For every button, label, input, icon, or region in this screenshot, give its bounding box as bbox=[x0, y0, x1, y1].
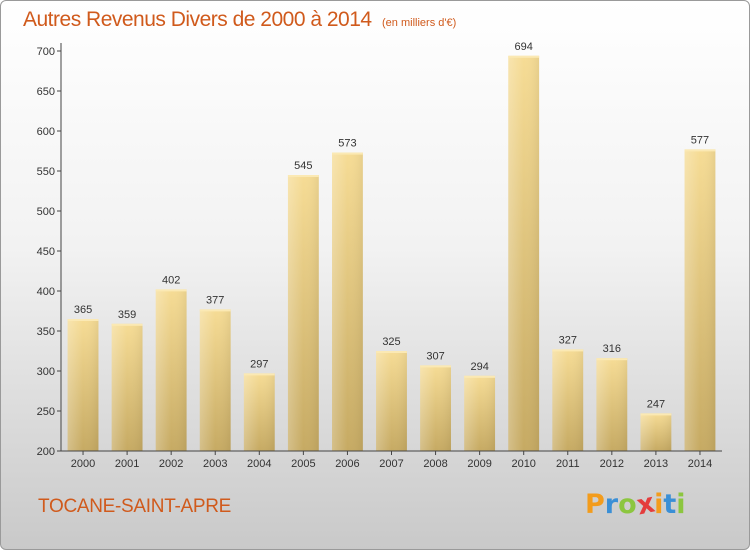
value-label-2011: 327 bbox=[559, 334, 577, 346]
value-label-2003: 377 bbox=[206, 294, 224, 306]
y-tick-label: 300 bbox=[37, 366, 55, 378]
y-tick-label: 450 bbox=[37, 246, 55, 258]
value-label-2004: 297 bbox=[250, 358, 268, 370]
y-tick-label: 550 bbox=[37, 166, 55, 178]
logo-letter: t bbox=[663, 489, 677, 520]
bar-shade-2009 bbox=[464, 375, 496, 451]
y-tick-label: 200 bbox=[37, 446, 55, 458]
bar-top-2004 bbox=[243, 373, 275, 376]
commune-name: TOCANE-SAINT-APRE bbox=[38, 496, 232, 517]
value-label-2010: 694 bbox=[515, 41, 533, 53]
chart-title-row: Autres Revenus Divers de 2000 à 2014 (en… bbox=[23, 8, 456, 32]
bars: 365 359 402 377 297 545 573 325 307 294 694 327 316 2… bbox=[67, 41, 716, 452]
bar-top-2012 bbox=[596, 358, 628, 361]
bar-top-2009 bbox=[464, 375, 496, 378]
bar-shade-2006 bbox=[332, 152, 363, 451]
value-label-2001: 359 bbox=[118, 309, 136, 321]
y-tick-label: 250 bbox=[37, 406, 55, 418]
bar-shade-2002 bbox=[155, 289, 187, 451]
logo-letter: i bbox=[676, 489, 686, 520]
bar-shade-2010 bbox=[508, 55, 540, 452]
y-tick-label: 350 bbox=[37, 326, 55, 338]
bar-shade-2007 bbox=[376, 351, 407, 451]
bar-top-2007 bbox=[376, 351, 407, 353]
x-tick-label-2006: 2006 bbox=[335, 458, 359, 470]
x-tick-label-2004: 2004 bbox=[247, 458, 271, 470]
bar-shade-2004 bbox=[243, 373, 275, 451]
bar-shade-2001 bbox=[111, 323, 143, 451]
bar-shade-2013 bbox=[640, 413, 672, 451]
x-tick-label-2010: 2010 bbox=[511, 458, 535, 470]
bar-shade-2011 bbox=[552, 349, 584, 451]
x-tick-label-2014: 2014 bbox=[688, 458, 712, 470]
value-label-2000: 365 bbox=[74, 304, 92, 316]
bar-top-2013 bbox=[640, 413, 672, 416]
y-tick-label: 700 bbox=[37, 46, 55, 58]
y-tick-label: 500 bbox=[37, 206, 55, 218]
y-axis: 200 250 300 350 400 450 500 550 600 650 700 bbox=[37, 43, 62, 458]
bar-top-2002 bbox=[155, 289, 187, 292]
value-label-2005: 545 bbox=[294, 160, 312, 172]
logo-letter: r bbox=[604, 489, 619, 520]
y-tick-label: 400 bbox=[37, 286, 55, 298]
bar-top-2003 bbox=[199, 309, 231, 312]
bar-top-2005 bbox=[287, 175, 319, 177]
value-label-2013: 247 bbox=[647, 398, 665, 410]
bar-shade-2012 bbox=[596, 358, 628, 451]
x-tick-label-2003: 2003 bbox=[203, 458, 227, 470]
bar-top-2006 bbox=[332, 152, 363, 155]
value-label-2002: 402 bbox=[162, 274, 180, 286]
bar-shade-2003 bbox=[199, 309, 231, 451]
value-label-2014: 577 bbox=[691, 134, 709, 146]
chart-title: Autres Revenus Divers de 2000 à 2014 bbox=[23, 8, 372, 31]
proxiti-logo: Proxiti bbox=[585, 488, 686, 522]
bar-shade-2000 bbox=[67, 319, 99, 451]
y-tick-label: 650 bbox=[37, 86, 55, 98]
logo-letter: i bbox=[654, 489, 664, 520]
x-tick-label-2013: 2013 bbox=[644, 458, 668, 470]
bar-top-2000 bbox=[67, 319, 99, 321]
bar-shade-2005 bbox=[287, 175, 319, 451]
value-label-2007: 325 bbox=[382, 336, 400, 348]
value-label-2012: 316 bbox=[603, 343, 621, 355]
value-label-2008: 307 bbox=[426, 350, 444, 362]
value-label-2006: 573 bbox=[338, 138, 356, 150]
x-tick-label-2005: 2005 bbox=[291, 458, 315, 470]
x-tick-label-2001: 2001 bbox=[115, 458, 139, 470]
x-tick-label-2009: 2009 bbox=[467, 458, 491, 470]
logo-letter: o bbox=[618, 489, 637, 520]
bar-shade-2014 bbox=[684, 149, 716, 451]
x-tick-label-2007: 2007 bbox=[379, 458, 403, 470]
bar-shade-2008 bbox=[420, 365, 451, 451]
bar-top-2010 bbox=[508, 55, 540, 58]
x-tick-label-2002: 2002 bbox=[159, 458, 183, 470]
bar-top-2011 bbox=[552, 349, 584, 352]
logo-letter: P bbox=[585, 489, 605, 520]
bar-top-2008 bbox=[420, 365, 451, 368]
bar-top-2014 bbox=[684, 149, 716, 152]
x-axis: 2000 2001 2002 2003 2004 2005 2006 2007 2008 2009… bbox=[61, 450, 722, 470]
y-tick-label: 600 bbox=[37, 126, 55, 138]
x-tick-label-2008: 2008 bbox=[423, 458, 447, 470]
x-tick-label-2000: 2000 bbox=[71, 458, 95, 470]
bar-top-2001 bbox=[111, 323, 143, 326]
x-tick-label-2012: 2012 bbox=[600, 458, 624, 470]
x-tick-label-2011: 2011 bbox=[556, 458, 580, 470]
value-label-2009: 294 bbox=[470, 361, 488, 373]
chart-unit: (en milliers d'€) bbox=[382, 17, 457, 29]
